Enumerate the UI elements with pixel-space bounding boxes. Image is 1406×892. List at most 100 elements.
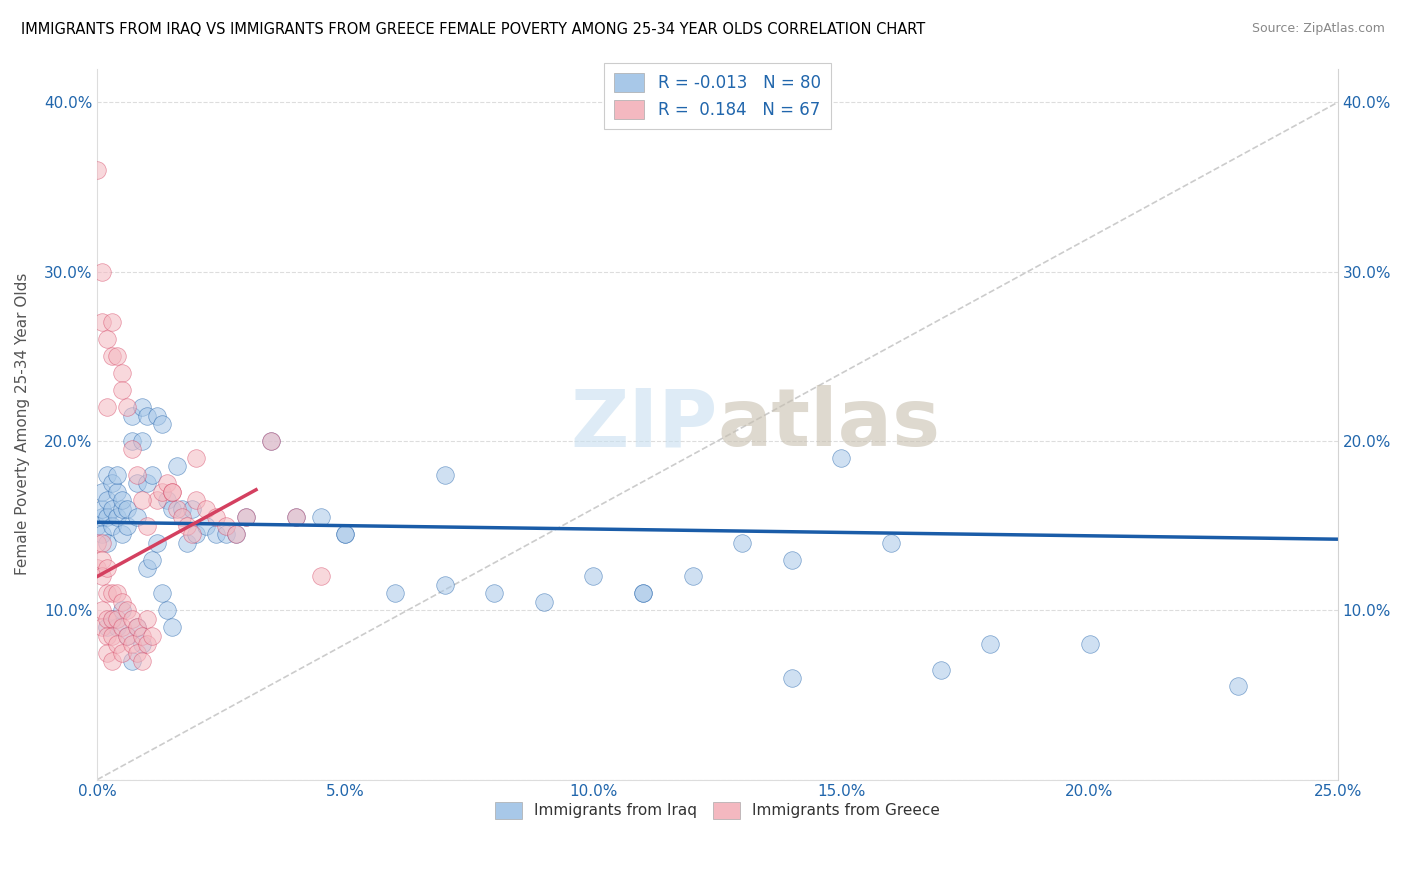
Point [135,612,157,626]
Text: Source: ZipAtlas.com: Source: ZipAtlas.com [1251,22,1385,36]
Point [91,265,114,279]
Point [170,510,193,524]
Point [260,434,283,448]
Point [146,493,169,508]
Point [86,518,108,533]
Point [384,586,406,600]
Point [146,409,169,423]
Point [131,493,153,508]
Point [150,484,173,499]
Point [225,527,247,541]
Point [780,552,803,566]
Point [111,501,134,516]
Point [131,654,153,668]
Point [125,467,148,482]
Point [96,493,118,508]
Point [111,603,134,617]
Point [135,409,157,423]
Point [433,578,456,592]
Point [96,400,118,414]
Point [105,620,128,634]
Point [96,612,118,626]
Point [631,586,654,600]
Point [91,552,114,566]
Point [731,535,754,549]
Point [146,535,169,549]
Point [101,501,124,516]
Point [96,646,118,660]
Point [121,434,143,448]
Point [1227,680,1250,694]
Point [176,535,198,549]
Point [235,510,257,524]
Point [121,637,143,651]
Point [260,434,283,448]
Point [121,442,143,457]
Point [582,569,605,583]
Point [141,629,163,643]
Point [186,493,208,508]
Point [284,510,307,524]
Point [91,569,114,583]
Point [186,450,208,465]
Point [96,535,118,549]
Point [156,476,179,491]
Point [180,527,202,541]
Point [96,586,118,600]
Point [115,629,138,643]
Point [111,493,134,508]
Point [131,637,153,651]
Point [101,612,124,626]
Point [101,586,124,600]
Point [91,484,114,499]
Point [125,476,148,491]
Point [105,467,128,482]
Point [166,501,188,516]
Point [105,484,128,499]
Point [141,467,163,482]
Point [115,501,138,516]
Point [101,654,124,668]
Point [880,535,903,549]
Point [335,527,357,541]
Point [91,620,114,634]
Point [115,518,138,533]
Point [125,620,148,634]
Point [101,518,124,533]
Point [160,484,183,499]
Point [96,333,118,347]
Point [166,459,188,474]
Point [225,527,247,541]
Point [111,646,134,660]
Point [135,518,157,533]
Point [91,535,114,549]
Point [105,612,128,626]
Point [433,467,456,482]
Point [309,510,332,524]
Point [284,510,307,524]
Point [86,163,108,178]
Point [141,552,163,566]
Point [121,409,143,423]
Point [101,349,124,363]
Point [111,366,134,380]
Point [195,518,218,533]
Point [482,586,505,600]
Point [631,586,654,600]
Text: IMMIGRANTS FROM IRAQ VS IMMIGRANTS FROM GREECE FEMALE POVERTY AMONG 25-34 YEAR O: IMMIGRANTS FROM IRAQ VS IMMIGRANTS FROM … [21,22,925,37]
Point [96,467,118,482]
Point [125,510,148,524]
Point [160,501,183,516]
Point [115,629,138,643]
Point [121,612,143,626]
Point [979,637,1001,651]
Point [929,663,952,677]
Point [533,595,555,609]
Point [682,569,704,583]
Point [195,501,218,516]
Point [101,316,124,330]
Point [86,535,108,549]
Point [91,510,114,524]
Point [131,400,153,414]
Text: atlas: atlas [717,385,941,463]
